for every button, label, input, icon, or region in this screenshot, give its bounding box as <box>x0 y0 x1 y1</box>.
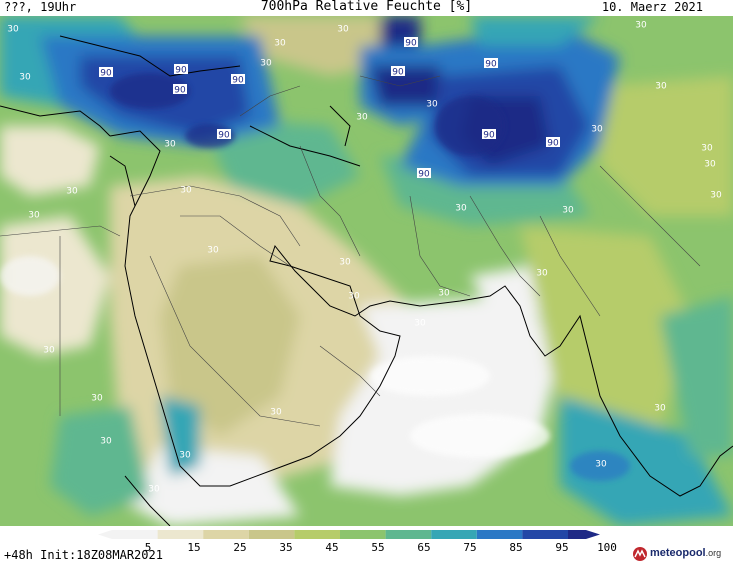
legend-tick-label: 65 <box>417 541 430 554</box>
contour-label-bg <box>174 64 188 74</box>
contour-label: 90 <box>418 170 430 180</box>
contour-label: 30 <box>635 21 647 31</box>
contour-label: 30 <box>274 39 286 49</box>
legend-color-box <box>431 530 477 539</box>
legend-tick-label: 5 <box>145 541 152 554</box>
legend-color-box <box>476 530 523 539</box>
contour-label: 30 <box>28 211 40 221</box>
contour-label: 30 <box>180 186 192 196</box>
legend-arrow-left <box>98 530 112 539</box>
contour-label: 90 <box>100 69 112 79</box>
contour-label: 30 <box>100 437 112 447</box>
contour-label: 30 <box>66 187 78 197</box>
legend-tick-label: 45 <box>325 541 338 554</box>
legend-tick-label: 55 <box>371 541 384 554</box>
legend-color-box <box>340 530 386 539</box>
coastlines <box>0 35 733 526</box>
header-bar: ???, 19Uhr 700hPa Relative Feuchte [%] 1… <box>0 0 733 14</box>
map-title: 700hPa Relative Feuchte [%] <box>260 0 473 14</box>
legend-arrow-right <box>586 530 600 539</box>
init-time-label: +48h Init:18Z08MAR2021 <box>4 548 163 562</box>
contour-label: 90 <box>547 139 559 149</box>
legend-tick-label: 35 <box>279 541 292 554</box>
contour-label: 30 <box>260 59 272 69</box>
meteopool-logo[interactable]: meteopool.org <box>632 544 732 564</box>
contour-label-bg <box>546 137 560 147</box>
contour-label-bg <box>391 66 405 76</box>
contour-label: 30 <box>164 140 176 150</box>
legend-tick-label: 25 <box>233 541 246 554</box>
contour-label-bg <box>173 84 187 94</box>
legend-color-box <box>157 530 204 539</box>
logo-tld-text: .org <box>705 548 722 558</box>
globe-icon <box>633 547 647 561</box>
contour-label-bg <box>484 58 498 68</box>
contour-label: 30 <box>591 125 603 135</box>
humidity-shading <box>0 16 733 526</box>
contour-label: 30 <box>207 246 219 256</box>
legend-color-box <box>294 530 340 539</box>
contour-label: 30 <box>654 404 666 414</box>
contour-label: 30 <box>710 191 722 201</box>
contour-label: 30 <box>339 258 351 268</box>
contour-label: 30 <box>455 204 467 214</box>
contour-label: 90 <box>392 68 404 78</box>
contour-label: 30 <box>43 346 55 356</box>
contour-label: 30 <box>348 292 360 302</box>
legend-tick-label: 100 <box>597 541 617 554</box>
valid-date-label: 10. Maerz 2021 <box>601 0 703 14</box>
contour-label: 30 <box>19 73 31 83</box>
contour-labels-90: 90 90 90 90 90 90 90 90 90 90 90 <box>99 37 560 180</box>
contour-label-bg <box>217 129 231 139</box>
legend-color-box <box>522 530 568 539</box>
contour-label: 90 <box>175 66 187 76</box>
contour-label: 90 <box>405 39 417 49</box>
legend-color-box <box>385 530 432 539</box>
contour-label: 30 <box>701 144 713 154</box>
contour-label: 30 <box>595 460 607 470</box>
legend-color-box <box>248 530 295 539</box>
contour-label-bg <box>417 168 431 178</box>
contour-label-bg <box>231 74 245 84</box>
contour-label: 90 <box>485 60 497 70</box>
contour-label: 30 <box>704 160 716 170</box>
contour-label: 30 <box>438 289 450 299</box>
legend-color-box <box>568 530 586 539</box>
contour-label: 90 <box>483 131 495 141</box>
contour-label: 30 <box>148 485 160 495</box>
contour-label: 30 <box>536 269 548 279</box>
contour-label-bg <box>482 129 496 139</box>
legend-tick-label: 95 <box>555 541 568 554</box>
valid-time-label: ???, 19Uhr <box>4 0 77 14</box>
contour-label: 30 <box>179 451 191 461</box>
contour-label: 30 <box>414 319 426 329</box>
contour-label: 30 <box>270 408 282 418</box>
color-legend: 5 15 25 35 45 55 65 75 85 95 100 <box>0 526 733 566</box>
legend-tick-labels: 5 15 25 35 45 55 65 75 85 95 100 <box>145 541 617 554</box>
legend-tick-label: 75 <box>463 541 476 554</box>
contour-label: 90 <box>174 86 186 96</box>
legend-color-boxes <box>98 530 600 539</box>
contour-label: 30 <box>337 25 349 35</box>
contour-label: 30 <box>562 206 574 216</box>
contour-label: 30 <box>7 25 19 35</box>
contour-label: 30 <box>356 113 368 123</box>
country-borders <box>0 75 701 427</box>
contour-label: 30 <box>655 82 667 92</box>
legend-tick-label: 85 <box>509 541 522 554</box>
contour-label-bg <box>404 37 418 47</box>
legend-color-box <box>112 530 158 539</box>
contour-label: 90 <box>218 131 230 141</box>
contour-label: 90 <box>232 76 244 86</box>
logo-main-text: meteopool <box>650 547 706 559</box>
contour-label: 30 <box>91 394 103 404</box>
humidity-map: 30 30 30 30 30 30 30 30 30 30 30 30 30 30 30 30 30 30 30 30… <box>0 16 733 526</box>
contour-label-bg <box>99 67 113 77</box>
legend-tick-label: 15 <box>187 541 200 554</box>
contour-label: 30 <box>426 100 438 110</box>
legend-color-box <box>203 530 249 539</box>
